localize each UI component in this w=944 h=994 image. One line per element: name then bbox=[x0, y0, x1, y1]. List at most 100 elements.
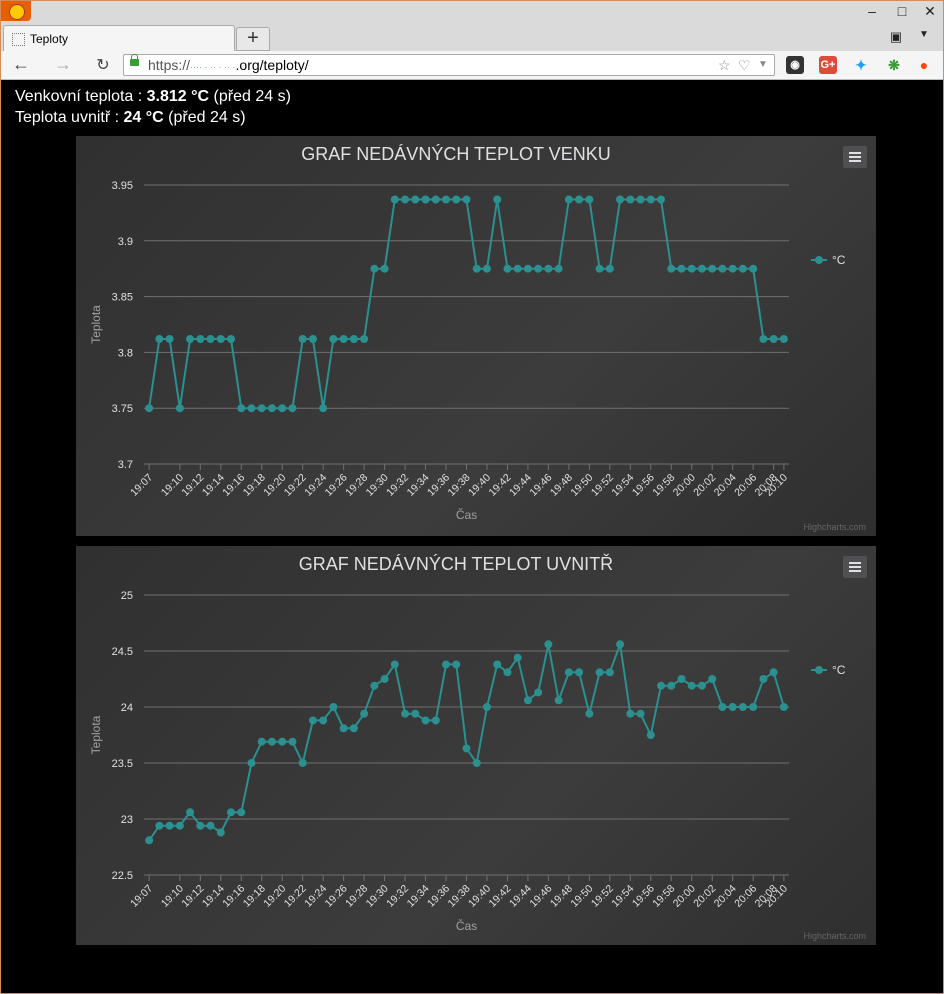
incognito-icon[interactable]: ◉ bbox=[786, 56, 804, 74]
y-tick-label: 3.85 bbox=[112, 292, 133, 304]
bookmark-star-icon[interactable]: ☆ bbox=[718, 57, 731, 73]
firefox-menu-button[interactable] bbox=[1, 1, 31, 21]
data-point bbox=[779, 703, 788, 711]
legend: °C bbox=[811, 253, 846, 267]
x-tick-label: 19:58 bbox=[650, 883, 677, 910]
data-point bbox=[319, 716, 328, 725]
legend-item-label: °C bbox=[832, 663, 846, 677]
data-point bbox=[165, 335, 174, 344]
data-point bbox=[145, 836, 154, 845]
y-tick-label: 25 bbox=[121, 590, 133, 602]
navigation-toolbar: ← → ↻ https://···· · ·· · ·· ·.org/teplo… bbox=[1, 51, 943, 80]
data-point bbox=[687, 264, 696, 273]
forward-icon[interactable]: → bbox=[54, 54, 72, 74]
x-tick-label: 19:18 bbox=[241, 472, 268, 499]
tab-groups-icon[interactable]: ▣ bbox=[889, 29, 903, 44]
google-plus-icon[interactable]: G+ bbox=[819, 56, 837, 74]
x-tick-label: 19:24 bbox=[302, 472, 329, 499]
data-point bbox=[288, 404, 297, 413]
data-point bbox=[697, 681, 706, 690]
data-point bbox=[708, 264, 717, 273]
data-point bbox=[186, 335, 195, 344]
data-point bbox=[728, 264, 737, 273]
data-point bbox=[605, 264, 614, 273]
data-point bbox=[237, 404, 246, 413]
temperature-summary: Venkovní teplota : 3.812 °C (před 24 s) … bbox=[15, 86, 291, 128]
x-tick-label: 19:07 bbox=[128, 883, 155, 910]
data-point bbox=[646, 731, 655, 739]
data-point bbox=[411, 709, 420, 718]
data-point bbox=[544, 264, 553, 273]
x-tick-label: 19:54 bbox=[609, 472, 636, 499]
maximize-icon[interactable]: □ bbox=[897, 3, 907, 19]
y-tick-label: 3.7 bbox=[118, 459, 133, 471]
data-point bbox=[155, 335, 164, 344]
data-point bbox=[308, 335, 317, 344]
data-point bbox=[544, 640, 553, 649]
data-point bbox=[329, 335, 338, 344]
data-point bbox=[718, 703, 727, 711]
x-tick-label: 20:02 bbox=[691, 472, 718, 499]
x-tick-label: 19:46 bbox=[527, 883, 554, 910]
url-text: https://···· · ·· · ·· ·.org/teploty/ bbox=[148, 57, 309, 73]
data-point bbox=[493, 195, 502, 204]
chart-menu-button[interactable] bbox=[843, 146, 867, 168]
x-tick-label: 19:16 bbox=[220, 472, 247, 499]
x-tick-label: 19:40 bbox=[466, 883, 493, 910]
data-point bbox=[513, 653, 522, 662]
chart-title: GRAF NEDÁVNÝCH TEPLOT VENKU bbox=[301, 144, 610, 164]
minimize-icon[interactable]: – bbox=[868, 3, 876, 19]
data-point bbox=[472, 264, 481, 273]
chart-title: GRAF NEDÁVNÝCH TEPLOT UVNITŘ bbox=[299, 554, 613, 574]
reload-icon[interactable]: ↻ bbox=[96, 57, 110, 74]
credits-link: Highcharts.com bbox=[803, 522, 866, 532]
x-tick-label: 19:42 bbox=[487, 472, 514, 499]
back-icon[interactable]: ← bbox=[12, 54, 30, 74]
pocket-icon[interactable]: ♡ bbox=[738, 57, 751, 73]
data-point bbox=[267, 404, 276, 413]
data-point bbox=[738, 703, 747, 711]
x-tick-label: 19:18 bbox=[241, 883, 268, 910]
x-tick-label: 19:30 bbox=[364, 883, 391, 910]
data-point bbox=[657, 681, 666, 690]
data-point bbox=[349, 335, 358, 344]
data-point bbox=[247, 759, 256, 767]
data-point bbox=[298, 335, 307, 344]
data-point bbox=[380, 264, 389, 273]
x-tick-label: 20:06 bbox=[732, 472, 759, 499]
data-point bbox=[452, 660, 461, 669]
x-tick-label: 19:12 bbox=[179, 883, 206, 910]
twitter-icon[interactable]: ✦ bbox=[855, 57, 867, 73]
data-point bbox=[503, 668, 512, 677]
x-tick-label: 19:10 bbox=[159, 472, 186, 499]
data-point bbox=[257, 737, 266, 746]
close-icon[interactable]: ✕ bbox=[924, 3, 936, 19]
data-point bbox=[575, 668, 584, 677]
data-point bbox=[390, 195, 399, 204]
reddit-icon[interactable]: ● bbox=[919, 57, 929, 73]
data-point bbox=[534, 264, 543, 273]
x-tick-label: 19:10 bbox=[159, 883, 186, 910]
data-point bbox=[370, 264, 379, 273]
url-dropdown-icon[interactable]: ▼ bbox=[758, 59, 768, 70]
new-tab-button[interactable]: + bbox=[236, 27, 270, 51]
data-point bbox=[462, 195, 471, 204]
x-tick-label: 19:52 bbox=[589, 472, 616, 499]
data-point bbox=[165, 821, 174, 830]
data-point bbox=[585, 195, 594, 204]
data-point bbox=[564, 195, 573, 204]
tab-teploty[interactable]: Teploty bbox=[3, 25, 235, 52]
extension-icon[interactable]: ❋ bbox=[888, 57, 900, 73]
title-bar: Teploty + – □ ✕ ▣ ▼ bbox=[1, 1, 943, 52]
data-point bbox=[503, 264, 512, 273]
url-bar[interactable]: https://···· · ·· · ·· ·.org/teploty/ ☆ … bbox=[123, 54, 775, 76]
tab-list-icon[interactable]: ▼ bbox=[919, 29, 929, 40]
x-tick-label: 19:48 bbox=[548, 883, 575, 910]
chart-svg: GRAF NEDÁVNÝCH TEPLOT VENKU 3.95 3.9 3.85 3.… bbox=[89, 144, 866, 532]
data-point bbox=[216, 828, 225, 837]
data-point bbox=[227, 335, 236, 344]
chart-menu-button[interactable] bbox=[843, 556, 867, 578]
x-tick-label: 19:32 bbox=[384, 883, 411, 910]
data-point bbox=[288, 737, 297, 746]
